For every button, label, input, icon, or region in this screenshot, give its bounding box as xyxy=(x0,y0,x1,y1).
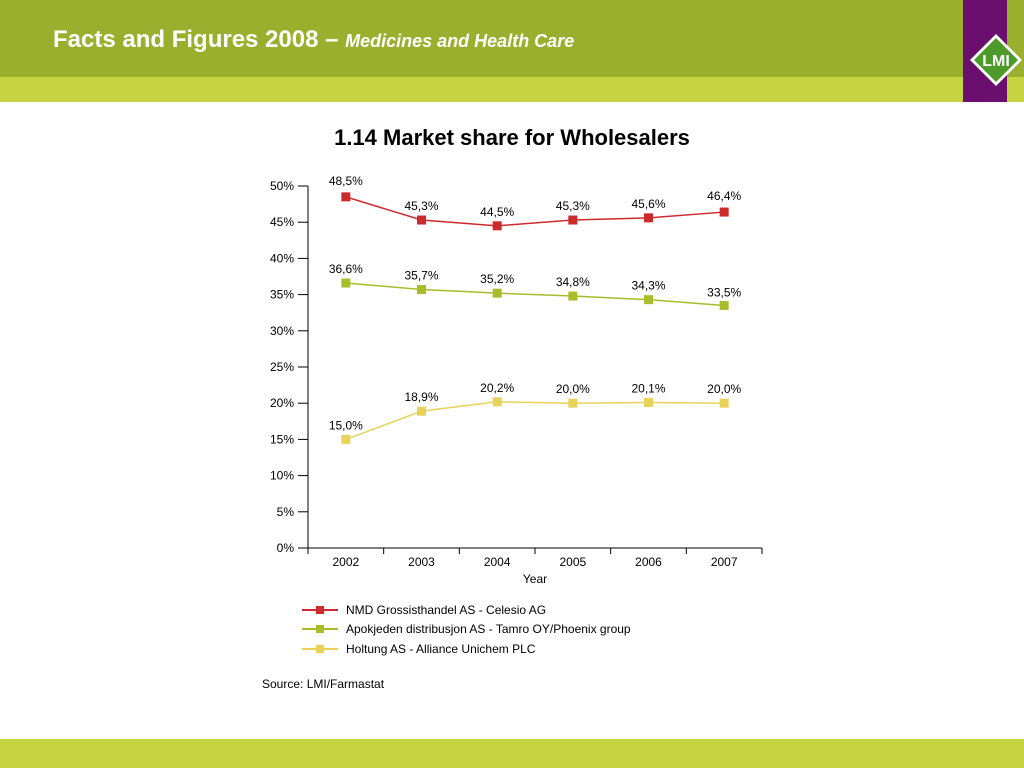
data-label: 34,8% xyxy=(556,275,590,289)
page-subtitle: Medicines and Health Care xyxy=(345,31,575,51)
data-point xyxy=(417,406,426,416)
legend-swatch xyxy=(302,604,338,616)
header-bar: Facts and Figures 2008 – Medicines and H… xyxy=(0,0,1024,77)
legend-swatch xyxy=(302,623,338,635)
data-label: 48,5% xyxy=(329,174,363,188)
data-point xyxy=(568,215,578,225)
data-point xyxy=(417,285,426,295)
legend-label: NMD Grossisthandel AS - Celesio AG xyxy=(346,602,547,617)
data-label: 33,5% xyxy=(707,285,741,299)
chart-title: 1.14 Market share for Wholesalers xyxy=(334,125,690,150)
source-note: Source: LMI/Farmastat xyxy=(262,677,385,691)
header-stripe xyxy=(0,77,1024,102)
data-label: 20,1% xyxy=(631,381,665,395)
data-label: 46,4% xyxy=(707,189,741,203)
legend-label: Apokjeden distribusjon AS - Tamro OY/Pho… xyxy=(346,622,631,637)
lmi-logo: LMI xyxy=(970,34,1022,86)
x-tick-label: 2003 xyxy=(408,555,435,569)
data-point xyxy=(644,295,653,305)
legend-item: NMD Grossisthandel AS - Celesio AG xyxy=(302,600,631,620)
data-label: 45,6% xyxy=(631,197,665,211)
data-point xyxy=(492,288,502,298)
data-point xyxy=(644,397,653,407)
x-tick-label: 2007 xyxy=(711,555,738,569)
legend-item: Apokjeden distribusjon AS - Tamro OY/Pho… xyxy=(302,620,631,640)
y-tick-label: 30% xyxy=(270,324,294,338)
series-line-0 xyxy=(345,196,725,227)
y-tick-label: 15% xyxy=(270,432,294,446)
legend-swatch xyxy=(302,643,338,655)
data-point xyxy=(341,278,351,288)
logo-text: LMI xyxy=(982,53,1010,70)
page-title-main: Facts and Figures 2008 – xyxy=(53,26,339,53)
y-tick-label: 35% xyxy=(270,288,294,302)
line-chart: 0% 5% 10% 15% 20% 25% 30% 35% 40% 45% 50% 2002 2003 2… xyxy=(270,174,763,586)
logo-diamond-inner xyxy=(974,38,1018,82)
x-tick-label: 2006 xyxy=(635,555,662,569)
data-point xyxy=(719,398,729,408)
page-title: Facts and Figures 2008 – Medicines and H… xyxy=(53,26,574,54)
data-point xyxy=(719,207,729,217)
data-label: 20,0% xyxy=(707,382,741,396)
data-point xyxy=(644,213,653,223)
data-label: 20,0% xyxy=(556,382,590,396)
data-point xyxy=(568,398,578,408)
data-label: 45,3% xyxy=(556,199,590,213)
x-tick-label: 2002 xyxy=(332,555,359,569)
y-tick-label: 20% xyxy=(270,396,294,410)
footer-bar xyxy=(0,739,1024,768)
data-label: 18,9% xyxy=(404,390,438,404)
x-tick-label: 2004 xyxy=(484,555,511,569)
legend-label: Holtung AS - Alliance Unichem PLC xyxy=(346,641,536,656)
data-point xyxy=(417,215,426,225)
y-tick-label: 45% xyxy=(270,215,294,229)
series-line-1 xyxy=(345,282,725,307)
legend-item: Holtung AS - Alliance Unichem PLC xyxy=(302,639,631,659)
y-tick-label: 25% xyxy=(270,360,294,374)
data-label: 15,0% xyxy=(329,418,363,432)
x-axis-label: Year xyxy=(523,572,547,586)
y-tick-label: 40% xyxy=(270,251,294,265)
data-label: 35,2% xyxy=(480,272,514,286)
data-point xyxy=(719,300,729,310)
y-tick-label: 5% xyxy=(277,505,295,519)
data-label: 44,5% xyxy=(480,205,514,219)
y-tick-label: 50% xyxy=(270,179,294,193)
y-tick-label: 10% xyxy=(270,469,294,483)
data-label: 45,3% xyxy=(404,199,438,213)
data-label: 34,3% xyxy=(631,279,665,293)
data-point xyxy=(341,434,351,444)
data-point xyxy=(492,221,502,231)
data-point xyxy=(341,192,351,202)
data-label: 36,6% xyxy=(329,262,363,276)
data-label: 35,7% xyxy=(404,269,438,283)
chart-legend: NMD Grossisthandel AS - Celesio AG Apokje… xyxy=(302,600,631,659)
series-line-2 xyxy=(345,401,725,441)
data-label: 20,2% xyxy=(480,381,514,395)
x-tick-label: 2005 xyxy=(559,555,586,569)
data-point xyxy=(568,291,578,301)
data-point xyxy=(492,397,502,407)
y-tick-label: 0% xyxy=(277,541,295,555)
